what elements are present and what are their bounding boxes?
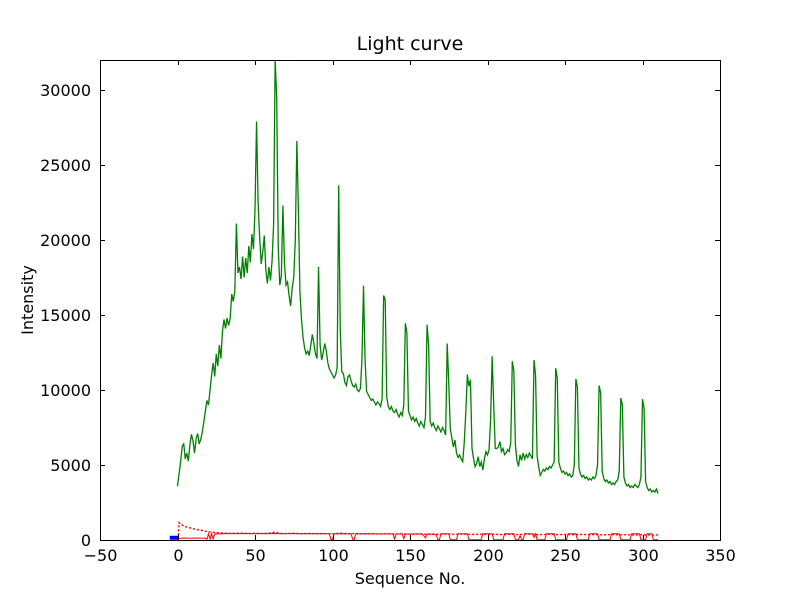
x-tick-label: 0 bbox=[173, 546, 183, 565]
y-ticks bbox=[100, 90, 720, 541]
x-tick-label: 350 bbox=[705, 546, 736, 565]
series-group bbox=[169, 59, 659, 542]
x-tick-label: 150 bbox=[395, 546, 426, 565]
y-tick-label: 15000 bbox=[40, 306, 91, 325]
x-tick-label: 300 bbox=[628, 546, 659, 565]
series-intensity-light-curve bbox=[176, 59, 659, 494]
x-axis-label: Sequence No. bbox=[355, 569, 466, 588]
y-axis-label: Intensity bbox=[18, 265, 37, 335]
x-tick-labels: −50 0 50 100 150 200 250 300 350 bbox=[84, 546, 736, 565]
axes-spines bbox=[100, 60, 721, 541]
x-tick-label: −50 bbox=[84, 546, 118, 565]
series-reference-dotted bbox=[177, 521, 659, 540]
y-tick-label: 10000 bbox=[40, 381, 91, 400]
y-tick-labels: 0 5000 10000 15000 20000 25000 30000 bbox=[40, 81, 91, 550]
y-tick-label: 0 bbox=[81, 531, 91, 550]
y-tick-label: 20000 bbox=[40, 231, 91, 250]
x-tick-label: 200 bbox=[473, 546, 504, 565]
y-tick-label: 30000 bbox=[40, 81, 91, 100]
x-tick-label: 250 bbox=[550, 546, 581, 565]
x-ticks bbox=[100, 60, 721, 540]
chart-title: Light curve bbox=[357, 33, 464, 55]
x-tick-label: 50 bbox=[245, 546, 265, 565]
y-tick-label: 25000 bbox=[40, 156, 91, 175]
x-tick-label: 100 bbox=[318, 546, 349, 565]
y-tick-label: 5000 bbox=[50, 456, 91, 475]
